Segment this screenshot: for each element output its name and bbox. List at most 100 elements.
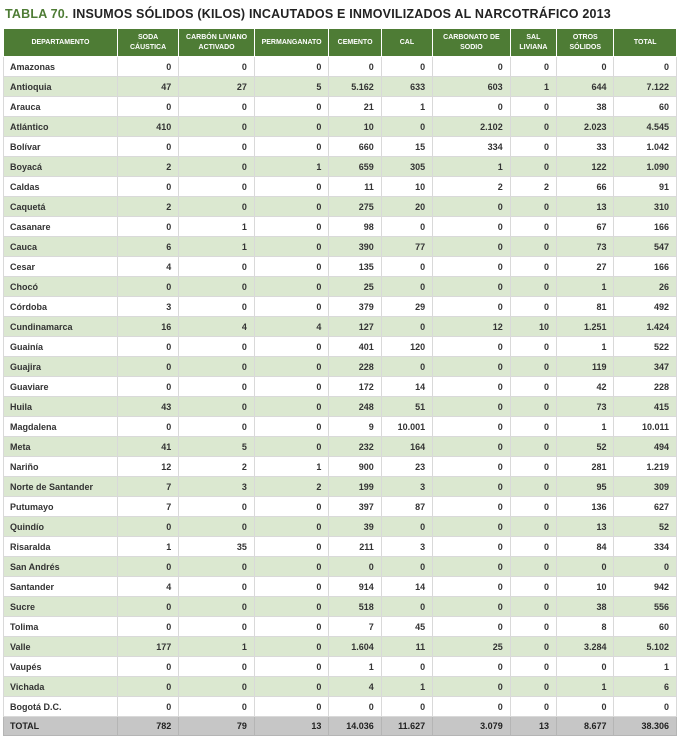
- value-cell: 4: [328, 676, 382, 697]
- value-cell: 0: [432, 56, 511, 77]
- value-cell: 547: [613, 236, 677, 257]
- table-row: Atlántico 410 0 0 10 0 2.102 0 2.023 4.545: [3, 116, 677, 137]
- department-cell: Risaralda: [3, 536, 118, 557]
- value-cell: 0: [116, 336, 180, 357]
- department-cell: Vichada: [3, 676, 118, 697]
- department-cell: Atlántico: [3, 116, 118, 137]
- value-cell: 0: [509, 616, 558, 637]
- value-cell: 84: [556, 536, 615, 557]
- value-cell: 14: [380, 576, 434, 597]
- value-cell: 0: [432, 596, 511, 617]
- value-cell: 1: [556, 416, 615, 437]
- value-cell: 73: [556, 396, 615, 417]
- value-cell: 0: [509, 396, 558, 417]
- value-cell: 0: [178, 576, 255, 597]
- value-cell: 0: [509, 636, 558, 657]
- value-cell: 248: [328, 396, 382, 417]
- value-cell: 633: [380, 76, 434, 97]
- value-cell: 1.219: [613, 456, 677, 477]
- value-cell: 13: [556, 516, 615, 537]
- value-cell: 228: [328, 356, 382, 377]
- value-cell: 0: [432, 416, 511, 437]
- value-cell: 1.424: [613, 316, 677, 337]
- value-cell: 12: [432, 316, 511, 337]
- value-cell: 0: [509, 276, 558, 297]
- table-row: Guaviare 0 0 0 172 14 0 0 42 228: [3, 376, 677, 397]
- value-cell: 0: [432, 456, 511, 477]
- value-cell: 38: [556, 596, 615, 617]
- value-cell: 1: [178, 636, 255, 657]
- department-cell: Amazonas: [3, 56, 118, 77]
- value-cell: 11: [328, 176, 382, 197]
- department-cell: Norte de Santander: [3, 476, 118, 497]
- value-cell: 309: [613, 476, 677, 497]
- value-cell: 52: [556, 436, 615, 457]
- value-cell: 0: [116, 376, 180, 397]
- value-cell: 0: [432, 616, 511, 637]
- total-value-cell: 38.306: [613, 716, 677, 736]
- value-cell: 0: [178, 96, 255, 117]
- value-cell: 0: [432, 256, 511, 277]
- value-cell: 9: [328, 416, 382, 437]
- table-title-text: INSUMOS SÓLIDOS (KILOS) INCAUTADOS E INM…: [72, 7, 611, 21]
- table-row: Arauca 0 0 0 21 1 0 0 38 60: [3, 96, 677, 117]
- table-row: Norte de Santander 7 3 2 199 3 0 0 95 309: [3, 476, 677, 497]
- total-value-cell: 782: [116, 716, 180, 736]
- value-cell: 10: [380, 176, 434, 197]
- value-cell: 1: [328, 656, 382, 677]
- department-cell: Nariño: [3, 456, 118, 477]
- table-row: Sucre 0 0 0 518 0 0 0 38 556: [3, 596, 677, 617]
- value-cell: 0: [178, 496, 255, 517]
- value-cell: 0: [178, 156, 255, 177]
- value-cell: 4: [253, 316, 330, 337]
- value-cell: 232: [328, 436, 382, 457]
- department-cell: Arauca: [3, 96, 118, 117]
- column-header: CARBONATO DE SODIO: [432, 28, 511, 57]
- department-cell: Santander: [3, 576, 118, 597]
- department-cell: Caquetá: [3, 196, 118, 217]
- value-cell: 120: [380, 336, 434, 357]
- value-cell: 0: [116, 696, 180, 717]
- value-cell: 660: [328, 136, 382, 157]
- value-cell: 0: [509, 236, 558, 257]
- value-cell: 0: [432, 516, 511, 537]
- value-cell: 0: [178, 516, 255, 537]
- column-header: CEMENTO: [328, 28, 382, 57]
- value-cell: 0: [509, 496, 558, 517]
- value-cell: 0: [556, 696, 615, 717]
- value-cell: 38: [556, 96, 615, 117]
- value-cell: 2: [509, 176, 558, 197]
- value-cell: 0: [380, 556, 434, 577]
- value-cell: 10: [328, 116, 382, 137]
- value-cell: 379: [328, 296, 382, 317]
- value-cell: 26: [613, 276, 677, 297]
- value-cell: 3: [116, 296, 180, 317]
- value-cell: 1.042: [613, 136, 677, 157]
- value-cell: 0: [178, 416, 255, 437]
- value-cell: 1: [380, 96, 434, 117]
- department-cell: Chocó: [3, 276, 118, 297]
- value-cell: 1: [380, 676, 434, 697]
- value-cell: 0: [380, 596, 434, 617]
- department-cell: Bolívar: [3, 136, 118, 157]
- value-cell: 942: [613, 576, 677, 597]
- value-cell: 1: [556, 276, 615, 297]
- value-cell: 2: [178, 456, 255, 477]
- total-value-cell: 13: [253, 716, 330, 736]
- value-cell: 5.162: [328, 76, 382, 97]
- value-cell: 3: [178, 476, 255, 497]
- value-cell: 228: [613, 376, 677, 397]
- value-cell: 35: [178, 536, 255, 557]
- value-cell: 0: [178, 596, 255, 617]
- value-cell: 1: [432, 156, 511, 177]
- value-cell: 2.102: [432, 116, 511, 137]
- value-cell: 0: [380, 516, 434, 537]
- table-row: Guajira 0 0 0 228 0 0 0 119 347: [3, 356, 677, 377]
- value-cell: 401: [328, 336, 382, 357]
- value-cell: 98: [328, 216, 382, 237]
- department-cell: Meta: [3, 436, 118, 457]
- table-row: Amazonas 0 0 0 0 0 0 0 0 0: [3, 56, 677, 77]
- department-cell: Guainía: [3, 336, 118, 357]
- value-cell: 0: [556, 556, 615, 577]
